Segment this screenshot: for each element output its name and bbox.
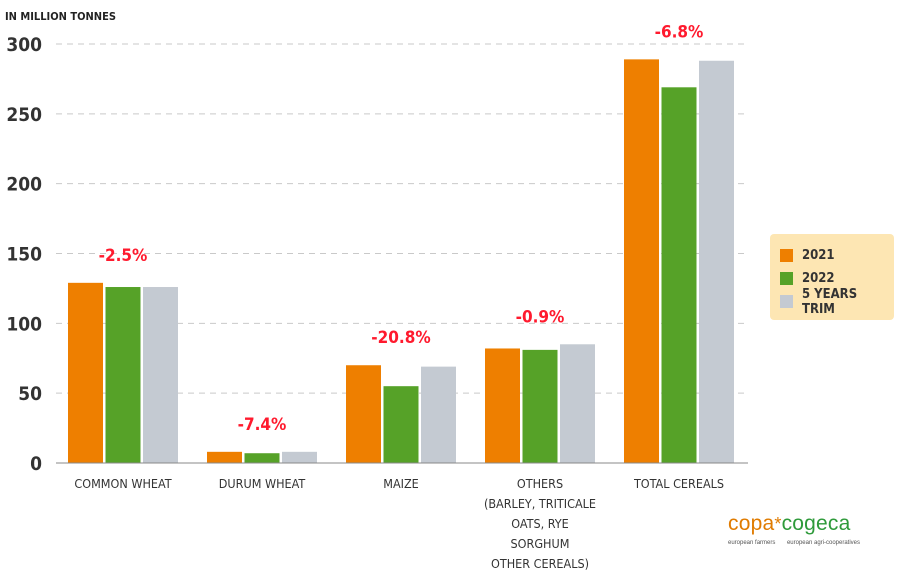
logo-star-icon: *: [774, 514, 782, 534]
logo-sub-left: european farmers: [728, 540, 776, 546]
bar-5-years-trim: [560, 344, 595, 463]
logo-subtitle: european farmers european agri-cooperati…: [728, 540, 860, 546]
bar-2022: [383, 386, 419, 463]
change-annotation: -20.8%: [371, 328, 430, 348]
bar-2022: [244, 453, 280, 463]
x-tick-label: DURUM WHEAT: [219, 476, 306, 491]
x-tick-label: SORGHUM: [511, 536, 570, 551]
bar-5-years-trim: [699, 60, 734, 463]
bars: [68, 59, 734, 464]
legend-label: 2021: [802, 248, 835, 263]
change-annotation: -6.8%: [655, 22, 704, 42]
legend-item-5-years-trim: 5 YEARS TRIM: [780, 287, 894, 317]
legend-swatch: [780, 295, 793, 308]
y-tick-label: 100: [6, 313, 42, 335]
x-tick-label: OTHERS: [517, 476, 563, 491]
x-tick-label: TOTAL CEREALS: [633, 476, 724, 491]
x-axis-labels: COMMON WHEAT DURUM WHEAT MAIZE OTHERS (BARLE…: [74, 476, 724, 571]
change-annotation: -2.5%: [99, 246, 148, 266]
logo-sub-right: european agri-cooperatives: [786, 540, 860, 546]
x-tick-label: OATS, RYE: [511, 516, 568, 531]
y-tick-label: 200: [6, 174, 42, 196]
legend: 2021 2022 5 YEARS TRIM: [770, 234, 894, 320]
bar-2022: [522, 349, 558, 463]
x-tick-label: COMMON WHEAT: [74, 476, 171, 491]
y-tick-label: 250: [6, 104, 42, 126]
logo-copa: copa: [728, 512, 775, 535]
bar-2022: [105, 287, 141, 463]
y-tick-label: 50: [18, 383, 42, 405]
legend-item-2022: 2022: [780, 267, 894, 290]
x-tick-label: OTHER CEREALS): [491, 556, 589, 571]
legend-label: 5 YEARS TRIM: [801, 286, 858, 317]
y-axis: 0 50 100 150 200 250 300: [6, 34, 42, 475]
bar-5-years-trim: [143, 287, 178, 463]
bar-2021: [624, 59, 659, 463]
legend-item-2021: 2021: [780, 244, 894, 267]
bar-2022: [661, 87, 697, 464]
change-annotation: -0.9%: [516, 307, 565, 327]
y-tick-label: 150: [6, 244, 42, 266]
y-tick-label: 300: [6, 34, 42, 56]
bar-2021: [485, 348, 520, 463]
bar-5-years-trim: [282, 451, 317, 463]
y-tick-label: 0: [30, 453, 42, 475]
x-tick-label: MAIZE: [383, 476, 419, 491]
copa-cogeca-logo: copa*cogeca european farmers european ag…: [728, 512, 878, 552]
x-tick-label: (BARLEY, TRITICALE: [484, 496, 596, 511]
units-label: IN MILLION TONNES: [5, 10, 116, 23]
bar-2021: [346, 365, 381, 463]
legend-label: 2022: [802, 271, 835, 286]
legend-swatch: [780, 272, 793, 285]
legend-swatch: [780, 249, 793, 262]
bar-5-years-trim: [421, 366, 456, 463]
bar-2021: [207, 451, 242, 463]
change-annotations: -2.5% -7.4% -20.8% -0.9% -6.8%: [99, 22, 704, 434]
logo-wordmark: copa*cogeca: [728, 512, 878, 536]
logo-cogeca: cogeca: [781, 512, 851, 535]
bar-2021: [68, 282, 103, 463]
change-annotation: -7.4%: [238, 415, 287, 435]
